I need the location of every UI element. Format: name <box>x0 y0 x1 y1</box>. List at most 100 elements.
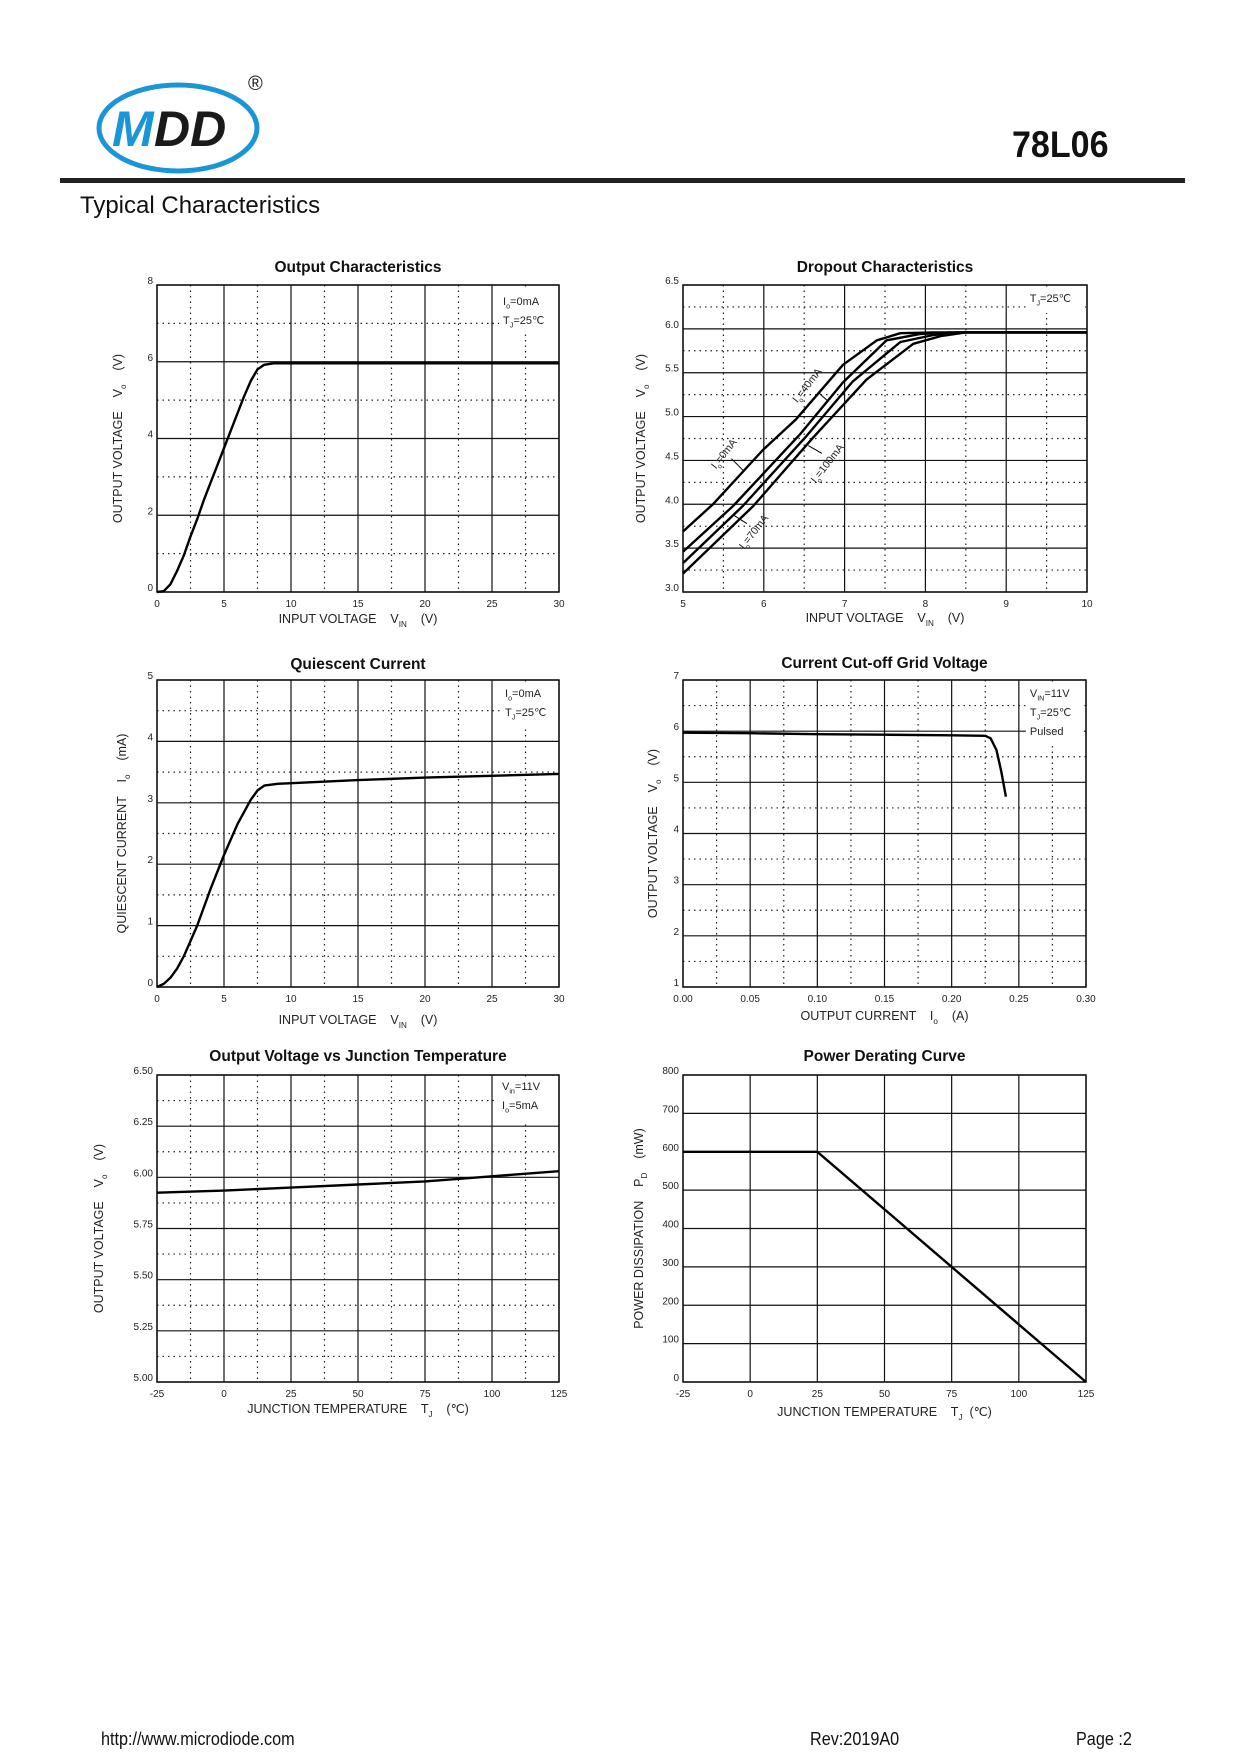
x-tick-label: 15 <box>352 994 364 1005</box>
y-tick-label: 300 <box>662 1258 679 1269</box>
x-tick-label: 0.20 <box>942 994 962 1005</box>
chart-title: Output Characteristics <box>274 259 441 276</box>
x-tick-label: 25 <box>812 1389 824 1400</box>
x-tick-label: 0 <box>154 599 160 610</box>
x-tick-label: 0.10 <box>808 994 828 1005</box>
y-tick-label: 5.00 <box>134 1373 154 1384</box>
y-tick-label: 5.25 <box>134 1322 154 1333</box>
y-tick-label: 4.5 <box>665 451 679 462</box>
condition-label: Io=0mA <box>505 688 542 702</box>
y-axis-label: POWER DISSIPATION PD (mW) <box>632 1128 649 1329</box>
y-tick-label: 6.00 <box>134 1168 154 1179</box>
y-tick-label: 2 <box>147 506 153 517</box>
x-axis-label: INPUT VOLTAGE VIN (V) <box>806 611 965 628</box>
y-tick-label: 1 <box>147 917 153 928</box>
y-axis-label: OUTPUT VOLTAGE Vo (V) <box>634 354 651 523</box>
plot-frame <box>156 1074 560 1383</box>
x-tick-label: 0 <box>154 994 160 1005</box>
series-line <box>682 331 1087 575</box>
conditions-box <box>498 1078 557 1122</box>
y-tick-label: 700 <box>662 1104 679 1115</box>
y-tick-label: 3 <box>147 794 153 805</box>
x-tick-label: 30 <box>553 994 565 1005</box>
mdd-logo: M DD ® <box>96 68 276 183</box>
x-tick-label: 0.30 <box>1076 994 1096 1005</box>
y-tick-label: 5.50 <box>134 1271 154 1282</box>
y-tick-label: 5.5 <box>665 364 679 375</box>
footer-url[interactable]: http://www.microdiode.com <box>101 1729 295 1749</box>
chart-5: Vin=11V Io=5mA Output Voltage vs Junction … <box>92 1048 568 1419</box>
x-tick-label: 75 <box>946 1389 958 1400</box>
conditions-box <box>1025 288 1085 313</box>
y-tick-label: 4.0 <box>665 495 679 506</box>
x-tick-label: 50 <box>879 1389 891 1400</box>
plot-frame <box>156 679 560 988</box>
chart-1: Io=0mA TJ=25℃ Output Characteristics 0 5 10 15… <box>111 259 565 629</box>
x-tick-label: 10 <box>1081 599 1093 610</box>
x-axis-label: OUTPUT CURRENT Io (A) <box>801 1009 969 1026</box>
curve-label-arrow <box>732 514 748 525</box>
x-tick-label: 20 <box>419 994 431 1005</box>
series-line <box>682 331 1087 533</box>
header-divider <box>60 178 1185 183</box>
svg-text:M: M <box>112 101 155 157</box>
y-axis-label: OUTPUT VOLTAGE Vo (V) <box>111 354 128 523</box>
x-tick-label: 10 <box>285 994 297 1005</box>
x-axis-label: JUNCTION TEMPERATURE TJ (℃) <box>247 1402 469 1419</box>
condition-label: TJ=25℃ <box>505 707 546 721</box>
y-tick-label: 5.0 <box>665 408 679 419</box>
y-tick-label: 7 <box>673 671 679 682</box>
x-tick-label: 10 <box>285 599 297 610</box>
plot-frame <box>682 284 1088 593</box>
y-tick-label: 0 <box>147 583 153 594</box>
chart-2: TJ=25℃ Dropout Characteristics 5 6 7 8 9 10 3.0 3… <box>634 259 1093 628</box>
curve-label: Io=100mA <box>809 442 849 487</box>
y-tick-label: 3.5 <box>665 539 679 550</box>
x-tick-label: 50 <box>352 1389 364 1400</box>
x-tick-label: 0 <box>221 1389 227 1400</box>
y-tick-label: 6 <box>673 722 679 733</box>
y-tick-label: 6.50 <box>134 1066 154 1077</box>
chart-title: Dropout Characteristics <box>797 259 974 276</box>
y-tick-label: 5 <box>147 671 153 682</box>
condition-label: TJ=25℃ <box>1030 707 1071 721</box>
y-tick-label: 4 <box>147 430 153 441</box>
x-axis-label: JUNCTION TEMPERATURE TJ (℃) <box>777 1405 992 1422</box>
curve-label-arrow <box>817 391 829 403</box>
footer-revision: Rev:2019A0 <box>810 1729 900 1749</box>
y-tick-label: 6.5 <box>665 276 679 287</box>
y-tick-label: 1 <box>673 978 679 989</box>
x-tick-label: 20 <box>419 599 431 610</box>
x-tick-label: 9 <box>1003 599 1009 610</box>
conditions-box <box>1025 683 1084 746</box>
x-tick-label: 0 <box>747 1389 753 1400</box>
y-tick-label: 6 <box>147 353 153 364</box>
x-tick-label: 25 <box>486 994 498 1005</box>
x-tick-label: -25 <box>150 1389 165 1400</box>
series-line <box>156 362 559 594</box>
y-tick-label: 4 <box>673 825 679 836</box>
series-line <box>156 772 560 989</box>
condition-label: TJ=25℃ <box>1030 293 1071 307</box>
x-tick-label: 75 <box>419 1389 431 1400</box>
y-axis-label: OUTPUT VOLTAGE Vo (V) <box>92 1144 109 1313</box>
y-tick-label: 2 <box>147 855 153 866</box>
y-axis-label: QUIESCENT CURRENT Io (mA) <box>115 734 132 934</box>
x-tick-label: -25 <box>676 1389 691 1400</box>
y-tick-label: 4 <box>147 732 153 743</box>
registered-mark: ® <box>248 73 263 95</box>
y-tick-label: 6.25 <box>134 1117 154 1128</box>
x-tick-label: 100 <box>484 1389 501 1400</box>
condition-label: Vin=11V <box>502 1081 541 1095</box>
y-tick-label: 200 <box>662 1296 679 1307</box>
conditions-box <box>501 683 557 727</box>
plot-frame <box>156 284 560 593</box>
x-axis-label: INPUT VOLTAGE VIN (V) <box>279 1013 438 1030</box>
y-tick-label: 100 <box>662 1335 679 1346</box>
condition-label: Pulsed <box>1030 726 1064 738</box>
condition-label: Io=5mA <box>502 1100 539 1114</box>
conditions-box <box>499 288 557 332</box>
x-tick-label: 0.05 <box>740 994 760 1005</box>
